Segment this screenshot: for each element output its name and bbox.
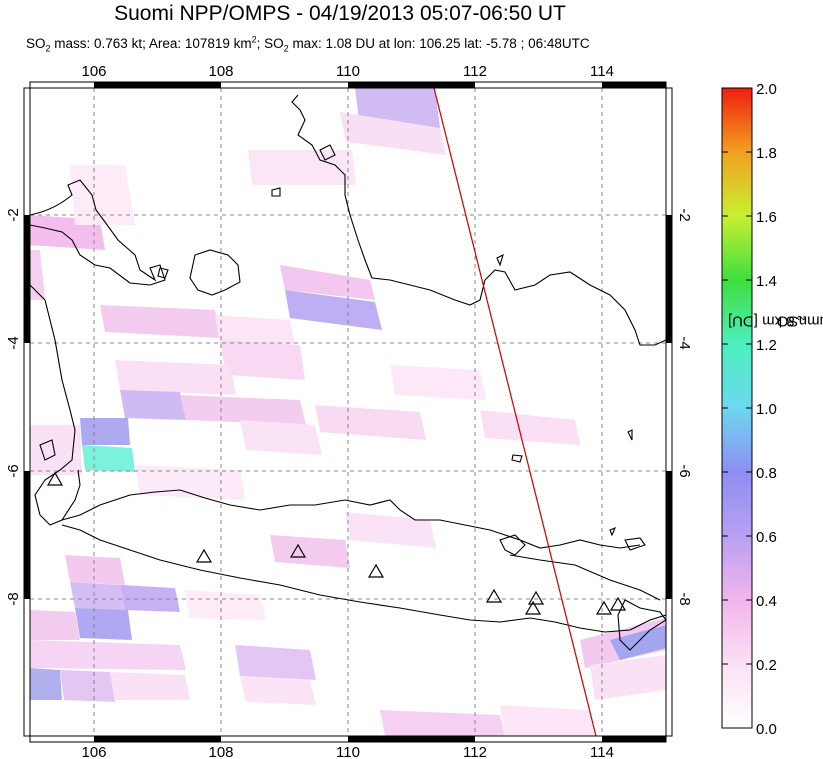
so2-pixel	[285, 290, 382, 330]
tick-label: -4	[5, 336, 22, 349]
triangle-icon	[46, 471, 64, 486]
so2-pixel	[240, 420, 322, 455]
so2-pixel	[30, 668, 62, 700]
triangle-icon	[595, 600, 613, 615]
coastlines	[30, 94, 666, 651]
so2-pixel	[80, 418, 130, 445]
so2-pixel	[110, 672, 190, 700]
colorbar-tick-label: 0.2	[756, 657, 777, 674]
tick-label: 114	[590, 63, 614, 80]
tick-label: -6	[676, 464, 693, 477]
so2-pixel	[240, 676, 316, 705]
lat-ticks-right: -2 -4 -6 -8	[676, 208, 693, 605]
so2-pixel	[500, 705, 595, 736]
so2-pixel	[380, 710, 505, 736]
so2-pixel	[70, 165, 135, 225]
triangle-icon	[485, 588, 503, 603]
colorbar-tick-label: 1.2	[756, 337, 777, 354]
lon-ticks-top: 106 108 110 112 114	[81, 63, 613, 80]
tick-label: 110	[336, 63, 360, 80]
so2-pixel	[70, 582, 125, 610]
so2-pixel	[390, 365, 486, 400]
tick-label: 108	[208, 744, 233, 759]
tick-label: 112	[463, 744, 487, 759]
tick-label: -2	[676, 208, 693, 221]
so2-pixel	[30, 640, 186, 670]
so2-pixel	[100, 305, 220, 338]
tick-label: 110	[336, 744, 360, 759]
so2-pixel	[480, 410, 580, 445]
colorbar-ticks: 0.0 0.2 0.4 0.6 0.8 1.0 1.2 1.4 1.6 1.8 2.0	[722, 81, 777, 738]
map-frame	[23, 81, 673, 743]
tick-label: 106	[81, 744, 106, 759]
so2-pixel	[82, 445, 135, 472]
colorbar-tick-label: 1.0	[756, 401, 777, 418]
so2-pixel	[340, 112, 446, 155]
lon-ticks-bottom: 106 108 110 112 114	[81, 744, 613, 759]
so2-pixel	[185, 590, 266, 620]
volcano-markers	[46, 471, 627, 615]
colorbar-tick-label: 1.4	[756, 273, 777, 290]
so2-pixel	[120, 390, 186, 420]
triangle-icon	[527, 590, 545, 605]
tick-label: 108	[208, 63, 233, 80]
triangle-icon	[195, 548, 213, 563]
tick-label: -8	[676, 592, 693, 605]
lat-ticks-left: -2 -4 -6 -8	[5, 208, 22, 605]
so2-pixel	[75, 608, 132, 640]
so2-pixel	[220, 340, 305, 380]
so2-pixel	[60, 670, 115, 702]
so2-pixel	[115, 360, 236, 395]
colorbar-tick-label: 1.6	[756, 209, 777, 226]
triangle-icon	[609, 596, 627, 611]
tick-label: -6	[5, 464, 22, 477]
so2-pixel	[30, 610, 80, 640]
so2-pixel	[135, 465, 245, 500]
so2-pixel	[30, 250, 45, 300]
triangle-icon	[524, 600, 542, 615]
tick-label: -4	[676, 336, 693, 349]
so2-pixel	[235, 645, 316, 680]
so2-pixel	[270, 535, 350, 568]
tick-label: 106	[81, 63, 106, 80]
triangle-icon	[289, 543, 307, 558]
graticule	[30, 88, 666, 736]
so2-pixel	[590, 655, 666, 700]
colorbar-tick-label: 0.0	[756, 721, 777, 738]
colorbar-tick-label: 0.6	[756, 529, 777, 546]
colorbar-tick-label: 1.8	[756, 145, 777, 162]
tick-label: 114	[590, 744, 614, 759]
tick-label: 112	[463, 63, 487, 80]
so2-pixel	[65, 555, 125, 585]
colorbar-tick-label: 0.8	[756, 465, 777, 482]
triangle-icon	[367, 563, 385, 578]
so2-pixel	[315, 405, 426, 440]
tick-label: -8	[5, 592, 22, 605]
so2-pixel	[180, 395, 306, 425]
orbit-track	[433, 87, 597, 737]
tick-label: -2	[5, 208, 22, 221]
so2-pixel	[345, 512, 436, 548]
so2-pixel	[248, 150, 356, 185]
colorbar-tick-label: 2.0	[756, 81, 777, 98]
map-title: Suomi NPP/OMPS - 04/19/2013 05:07-06:50 …	[114, 2, 566, 25]
map-subtitle: SO2 mass: 0.763 kt; Area: 107819 km2; SO…	[26, 34, 590, 54]
colorbar-tick-label: 0.4	[756, 593, 777, 610]
so2-pixel	[280, 265, 375, 300]
